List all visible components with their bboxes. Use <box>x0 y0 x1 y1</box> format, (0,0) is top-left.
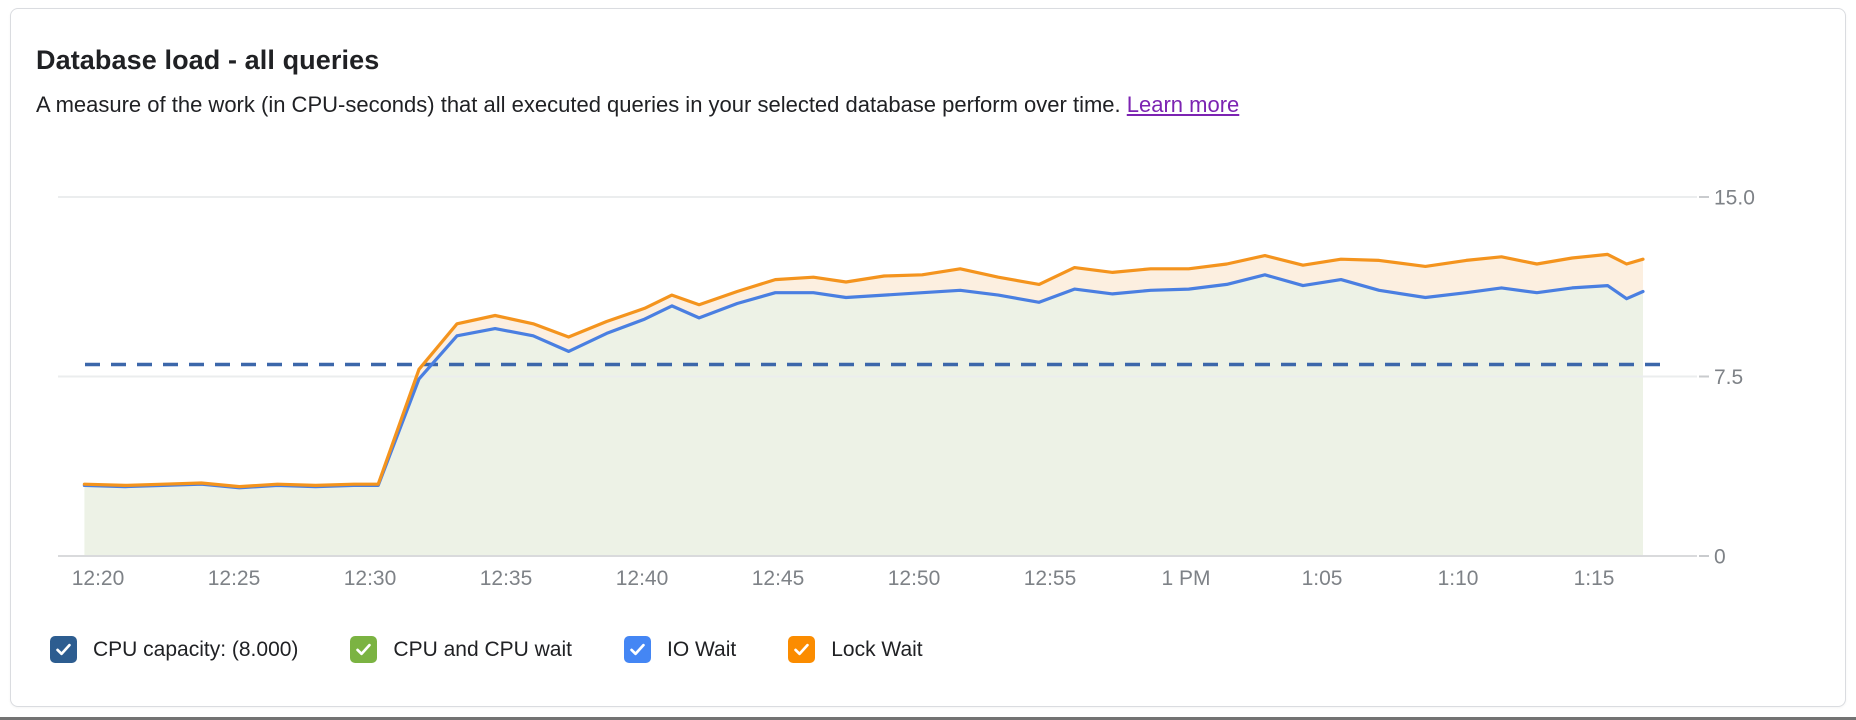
learn-more-link[interactable]: Learn more <box>1126 92 1240 117</box>
legend-checkbox-cpu-capacity[interactable] <box>50 636 77 663</box>
x-tick-label: 1:15 <box>1574 567 1615 590</box>
legend-checkbox-cpu-and-cpu-wait[interactable] <box>350 636 378 663</box>
legend-item-cpu-and-cpu-wait: CPU and CPU wait <box>350 636 572 663</box>
lock-wait-band <box>84 254 1643 488</box>
x-tick-label: 12:40 <box>616 567 669 590</box>
x-tick-label: 12:45 <box>752 567 805 590</box>
y-tick-label: 15.0 <box>1714 187 1755 210</box>
x-tick-label: 12:35 <box>480 567 533 590</box>
y-tick-label: 0 <box>1714 546 1726 569</box>
checkmark-icon <box>356 643 372 656</box>
x-tick-label: 1:10 <box>1438 567 1479 590</box>
legend-item-cpu-capacity: CPU capacity: (8.000) <box>50 636 298 663</box>
checkmark-icon <box>794 643 810 656</box>
checkmark-icon <box>56 643 71 656</box>
x-tick-label: 12:50 <box>888 567 941 590</box>
x-tick-label: 1:05 <box>1302 567 1343 590</box>
x-tick-label: 12:25 <box>208 567 261 590</box>
legend-checkbox-lock-wait[interactable] <box>788 636 816 663</box>
legend-label-cpu-and-cpu-wait: CPU and CPU wait <box>393 637 572 661</box>
lock-wait-line <box>82 252 1645 489</box>
checkmark-icon <box>630 643 645 656</box>
legend-label-lock-wait: Lock Wait <box>831 637 923 661</box>
section-divider <box>0 717 1856 720</box>
legend-label-cpu-capacity: CPU capacity: (8.000) <box>93 637 299 661</box>
legend-item-lock-wait: Lock Wait <box>788 636 923 663</box>
cpu-io-wait-area <box>84 274 1643 556</box>
chart-description-text: A measure of the work (in CPU-seconds) t… <box>36 92 1121 117</box>
x-tick-label: 12:30 <box>344 567 397 590</box>
y-tick-label: 7.5 <box>1714 366 1743 389</box>
x-tick-label: 1 PM <box>1161 567 1210 590</box>
legend-label-io-wait: IO Wait <box>666 637 737 661</box>
chart-legend: CPU capacity: (8.000) CPU and CPU wait IO … <box>50 636 923 663</box>
page-title: Database load - all queries <box>36 45 380 75</box>
database-load-chart[interactable]: 0 7.5 15.0 12:20 12:25 12:30 12:35 12:40 12:45 12… <box>0 0 1856 620</box>
x-tick-label: 12:20 <box>72 567 125 590</box>
legend-item-io-wait: IO Wait <box>623 636 737 663</box>
chart-description: A measure of the work (in CPU-seconds) t… <box>36 92 1239 118</box>
legend-checkbox-io-wait[interactable] <box>623 636 651 663</box>
x-tick-label: 12:55 <box>1024 567 1077 590</box>
